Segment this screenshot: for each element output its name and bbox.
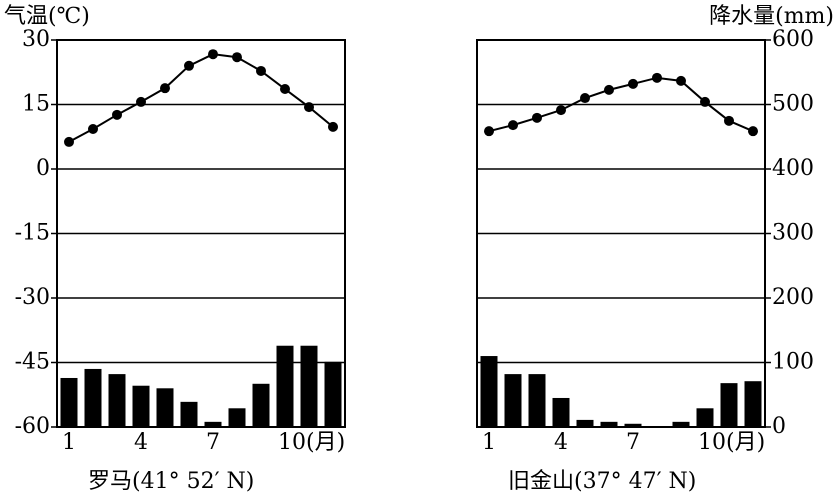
y-tick-label: 30 [22,27,50,52]
precipitation-bar [252,383,270,427]
temperature-point [112,109,122,120]
precipitation-bar [600,421,618,427]
precipitation-bar [576,419,594,427]
temperature-point [604,84,614,95]
precipitation-bar [132,385,150,427]
temperature-point [304,102,314,113]
precipitation-bar [720,383,738,427]
temperature-line [68,53,334,143]
precipitation-bar [228,408,246,427]
y2-tick-label: 400 [772,156,814,181]
temperature-point [748,126,758,137]
temperature-point [160,83,170,94]
temperature-point [280,84,290,95]
temperature-point [724,115,734,126]
precipitation-bar [204,421,222,427]
panel-title: 罗马(41° 52′ N) [88,469,254,494]
x-tick-label: 4 [554,430,568,455]
temperature-point [508,120,518,131]
y-tick-label: 15 [22,92,50,117]
x-tick-label: 1 [482,430,496,455]
precipitation-bar [180,401,198,427]
y2-tick-label: 500 [772,92,814,117]
x-tick-label: 10(月) [698,430,765,455]
temperature-point [628,78,638,89]
y2-tick-label: 0 [772,414,786,439]
precipitation-bar [552,397,570,427]
y2-tick-label: 300 [772,221,814,246]
temperature-point [484,126,494,137]
x-tick-label: 4 [134,430,148,455]
temperature-point [256,65,266,76]
temperature-point [532,112,542,123]
x-tick-label: 7 [626,430,640,455]
precipitation-bar [744,381,762,427]
panel-title: 旧金山(37° 47′ N) [508,469,696,494]
temperature-point [184,60,194,71]
x-tick-label: 1 [62,430,76,455]
temperature-point [700,96,710,107]
y-tick-label: -30 [15,285,50,310]
precipitation-bar [156,388,174,427]
precipitation-bar [276,345,294,427]
x-tick-label: 7 [206,430,220,455]
y-tick-label: -15 [15,221,50,246]
y2-tick-label: 600 [772,27,814,52]
precipitation-bar [696,408,714,427]
y-axis-label: 气温(℃) [4,4,90,29]
y2-tick-label: 100 [772,350,814,375]
y-tick-label: 0 [36,156,50,181]
precipitation-bar [84,368,102,427]
temperature-point [556,105,566,116]
precipitation-bar [528,374,546,427]
precipitation-bar [504,374,522,427]
temperature-point [580,93,590,104]
temperature-point [328,121,338,132]
precipitation-bar [324,361,342,427]
y-tick-label: -60 [15,414,50,439]
y2-tick-label: 200 [772,285,814,310]
temperature-point [64,136,74,147]
precipitation-bar [672,421,690,427]
y2-axis-label: 降水量(mm) [709,4,834,29]
precipitation-bar [300,345,318,427]
precipitation-bar [480,356,498,427]
precipitation-bar [60,377,78,427]
temperature-point [208,49,218,60]
precipitation-bar [624,423,642,427]
y-tick-label: -45 [15,350,50,375]
temperature-point [88,124,98,135]
temperature-point [232,52,242,63]
precipitation-bar [108,374,126,427]
temperature-point [136,96,146,107]
temperature-point [676,75,686,86]
x-tick-label: 10(月) [278,430,345,455]
temperature-point [652,72,662,83]
